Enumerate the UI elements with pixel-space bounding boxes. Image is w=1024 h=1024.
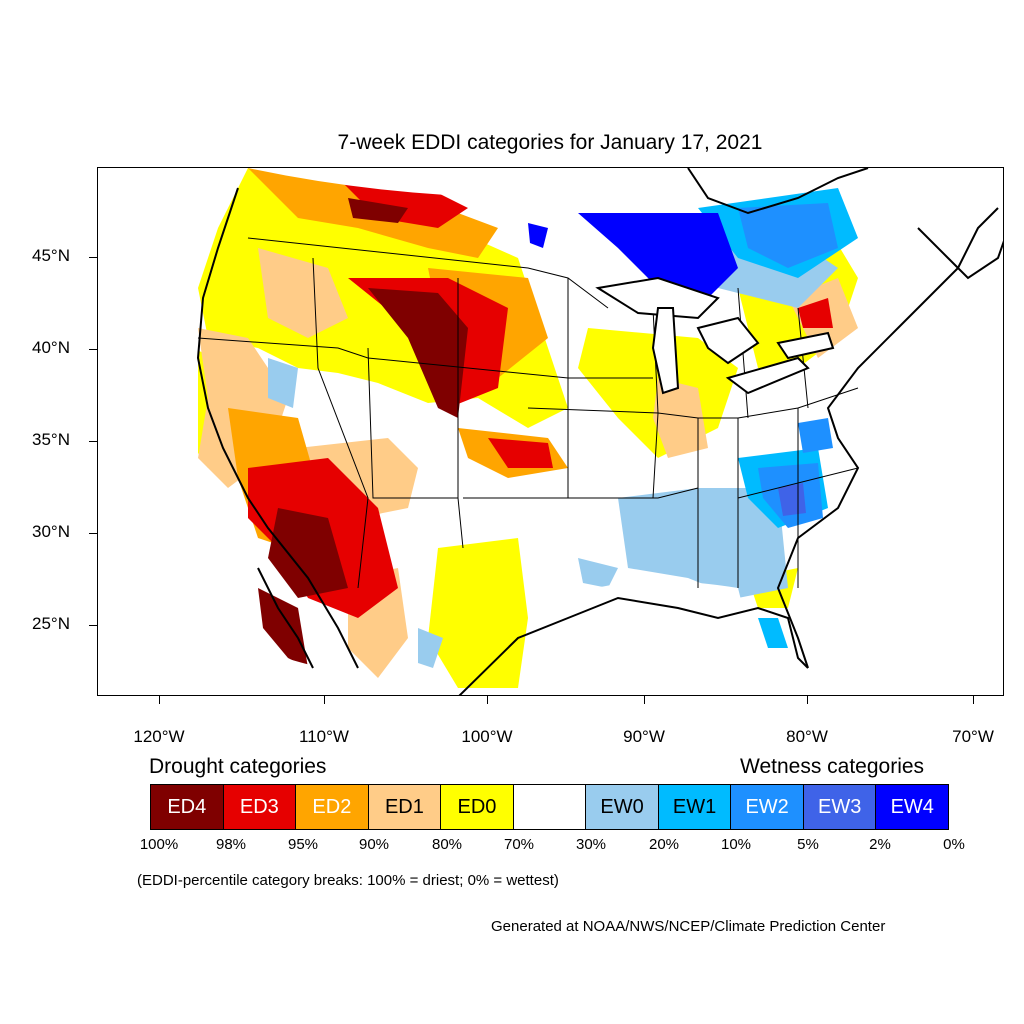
pct-break-2: 2%: [869, 836, 891, 853]
lon-tick-120w: [159, 696, 160, 704]
lon-label-100w: 100°W: [461, 727, 513, 746]
pct-break-90: 90%: [358, 836, 390, 853]
domain-mask-west: [98, 168, 198, 695]
lon-tick-90w: [644, 696, 645, 704]
legend-cell-neutral: [512, 784, 587, 830]
domain-mask-ocean-east: [750, 328, 1003, 695]
pct-break-95: 95%: [287, 836, 319, 853]
pct-break-100: 100%: [139, 836, 179, 853]
pct-break-98: 98%: [215, 836, 247, 853]
lon-tick-70w: [973, 696, 974, 704]
pct-break-80: 80%: [431, 836, 463, 853]
legend-cell-ed4: ED4: [150, 784, 224, 830]
map-title: 7-week EDDI categories for January 17, 2…: [337, 131, 763, 154]
coastlines: [196, 168, 1003, 695]
legend-cell-ed2: ED2: [295, 784, 369, 830]
lat-label-30: 30°N: [32, 522, 70, 541]
lon-label-80w: 80°W: [786, 727, 828, 746]
lat-label-45: 45°N: [32, 246, 70, 265]
lon-label-110w: 110°W: [299, 727, 349, 746]
pct-break-30: 30%: [575, 836, 607, 853]
legend-cell-ew0: EW0: [585, 784, 659, 830]
pct-break-20: 20%: [648, 836, 680, 853]
pct-break-10: 10%: [720, 836, 752, 853]
legend-cell-ew4: EW4: [875, 784, 950, 830]
lon-label-120w: 120°W: [133, 727, 185, 746]
lon-tick-100w: [487, 696, 488, 704]
legend-cell-ew2: EW2: [730, 784, 804, 830]
state-borders: [197, 237, 859, 589]
credit-line: Generated at NOAA/NWS/NCEP/Climate Predi…: [491, 918, 886, 935]
lat-label-35: 35°N: [32, 430, 70, 449]
eddi-map: [97, 167, 1004, 696]
eddi-map-canvas: [98, 168, 1003, 695]
great-lakes: [595, 276, 835, 395]
domain-mask: [98, 168, 1003, 198]
pct-break-70: 70%: [503, 836, 535, 853]
legend-cell-ew3: EW3: [802, 784, 877, 830]
lat-tick-35: [89, 441, 97, 442]
lon-label-70w: 70°W: [952, 727, 994, 746]
category-note: (EDDI-percentile category breaks: 100% =…: [137, 872, 559, 889]
legend-cell-ed3: ED3: [222, 784, 297, 830]
legend-cell-ed0: ED0: [440, 784, 514, 830]
legend-cell-ed1: ED1: [367, 784, 442, 830]
lon-tick-110w: [324, 696, 325, 704]
lon-label-90w: 90°W: [623, 727, 665, 746]
pct-break-5: 5%: [797, 836, 819, 853]
pct-break-0: 0%: [943, 836, 965, 853]
category-legend: ED4 ED3 ED2 ED1 ED0 EW0 EW1 EW2 EW3 EW4: [150, 784, 950, 830]
domain-mask-southwest: [198, 628, 489, 695]
wetness-heading: Wetness categories: [740, 755, 925, 778]
legend-cell-ew1: EW1: [657, 784, 732, 830]
ed4-areas: [258, 198, 468, 668]
lat-label-40: 40°N: [32, 338, 70, 357]
lon-tick-80w: [807, 696, 808, 704]
lat-tick-40: [89, 349, 97, 350]
lat-tick-45: [89, 257, 97, 258]
lat-tick-25: [89, 625, 97, 626]
drought-heading: Drought categories: [149, 755, 327, 778]
lat-tick-30: [89, 533, 97, 534]
ew4-areas: [528, 213, 738, 298]
lat-label-25: 25°N: [32, 614, 70, 633]
